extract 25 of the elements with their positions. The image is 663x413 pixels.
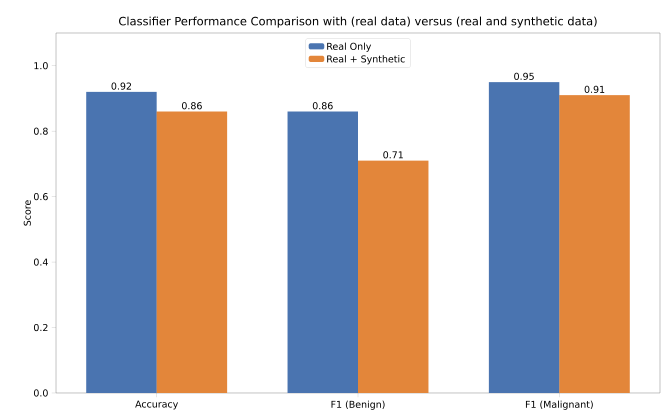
x-tick-label: F1 (Malignant) (526, 400, 593, 410)
bar (488, 82, 560, 394)
data-label: 0.91 (584, 86, 604, 94)
data-label: 0.92 (112, 82, 132, 90)
y-tick-label: 0.8 (34, 128, 48, 135)
legend-label: Real Only (327, 42, 372, 52)
x-tick-label: Accuracy (135, 400, 178, 410)
bar (86, 92, 157, 394)
bar (288, 112, 358, 394)
bar (358, 160, 428, 394)
y-axis-title: Score (24, 200, 31, 226)
data-label: 0.95 (514, 72, 534, 80)
data-label: 0.86 (182, 102, 202, 110)
data-label: 0.86 (312, 102, 333, 110)
bar (559, 95, 630, 394)
chart-title: Classifier Performance Comparison with (real data) versus (real and synthetic data) (119, 16, 597, 28)
y-tick-label: 0.0 (34, 389, 48, 397)
data-label: 0.71 (383, 151, 403, 158)
bar (156, 112, 228, 394)
x-tick-label: F1 (Benign) (332, 400, 385, 410)
y-tick-label: 0.4 (34, 258, 48, 266)
legend-label: Real + Synthetic (327, 55, 405, 64)
y-tick-label: 1.0 (34, 62, 48, 70)
y-tick-label: 0.6 (34, 193, 48, 200)
y-tick-label: 0.2 (34, 324, 48, 332)
